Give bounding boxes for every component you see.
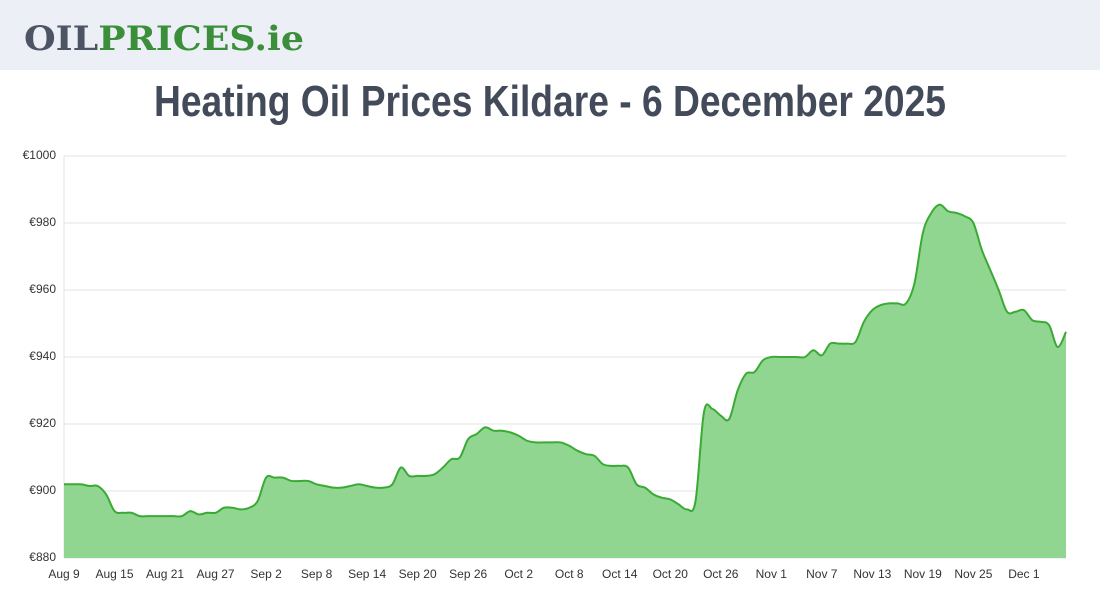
price-line [64,203,1067,518]
chart-title: Heating Oil Prices Kildare - 6 December … [154,77,946,126]
x-tick-label: Sep 26 [449,567,487,581]
logo-prices[interactable]: PRICES.ie [98,19,304,59]
x-tick-label: Oct 8 [555,567,584,581]
y-tick-label: €1000 [23,148,57,162]
y-tick-label: €980 [29,215,56,229]
x-tick-label: Oct 2 [504,567,533,581]
x-tick-label: Nov 7 [806,567,838,581]
x-tick-label: Nov 1 [756,567,788,581]
y-tick-label: €900 [29,483,56,497]
header-bar [0,0,1100,70]
x-tick-label: Oct 14 [602,567,638,581]
x-tick-label: Sep 2 [250,567,282,581]
x-tick-label: Aug 21 [146,567,184,581]
y-tick-label: €960 [29,282,56,296]
logo-oil[interactable]: OIL [24,19,98,59]
x-tick-label: Nov 25 [954,567,992,581]
x-tick-label: Oct 20 [653,567,689,581]
x-tick-label: Nov 13 [853,567,891,581]
y-tick-label: €920 [29,416,56,430]
x-tick-label: Sep 8 [301,567,333,581]
logo[interactable]: OIL PRICES.ie [24,19,304,59]
y-tick-label: €940 [29,349,56,363]
x-tick-label: Oct 26 [703,567,739,581]
x-tick-label: Aug 15 [95,567,133,581]
x-tick-label: Sep 14 [348,567,386,581]
x-tick-label: Nov 19 [904,567,942,581]
x-tick-label: Aug 9 [48,567,80,581]
x-tick-label: Aug 27 [197,567,235,581]
x-tick-label: Dec 1 [1008,567,1040,581]
y-tick-label: €880 [29,550,56,564]
x-tick-label: Sep 20 [399,567,437,581]
area-fill [64,204,1066,558]
